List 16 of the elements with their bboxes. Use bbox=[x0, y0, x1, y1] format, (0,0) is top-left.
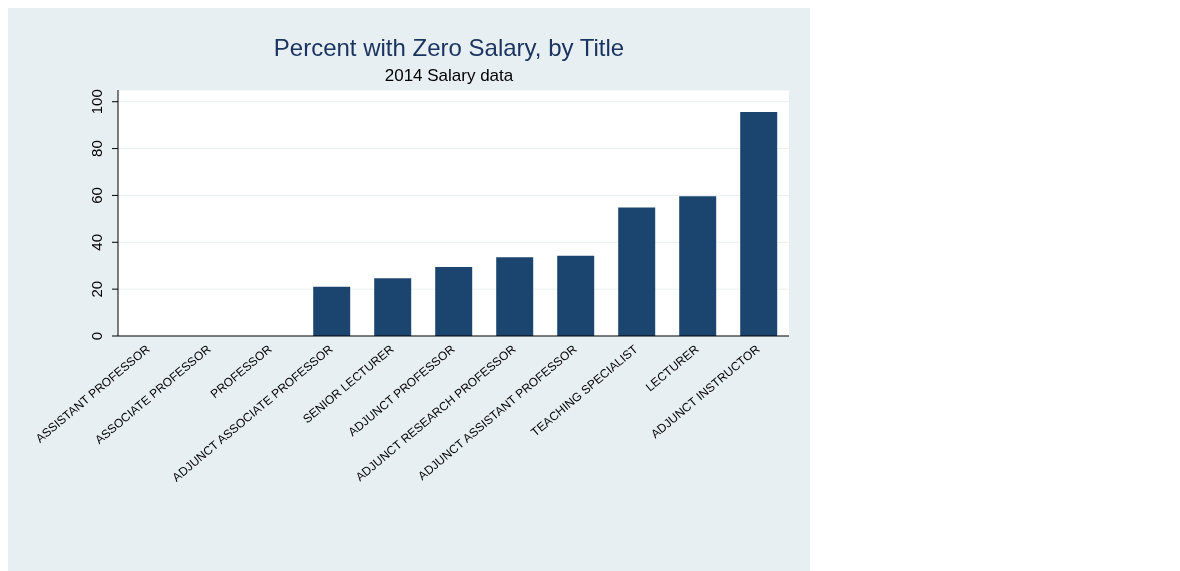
bar bbox=[618, 207, 656, 336]
chart-title: Percent with Zero Salary, by Title bbox=[272, 34, 626, 62]
y-tick-label: 100 bbox=[88, 89, 105, 115]
y-tick-label: 40 bbox=[88, 233, 105, 251]
bar bbox=[435, 267, 473, 336]
bar bbox=[374, 278, 412, 336]
y-tick-label: 60 bbox=[88, 187, 105, 204]
y-tick-label: 20 bbox=[88, 280, 105, 298]
bar bbox=[679, 196, 717, 336]
bar bbox=[557, 255, 595, 336]
bar bbox=[496, 257, 534, 336]
y-tick-label: 80 bbox=[88, 140, 105, 157]
y-tick-label: 0 bbox=[88, 331, 105, 341]
bar bbox=[740, 112, 778, 336]
bar bbox=[313, 286, 351, 336]
chart-subtitle: 2014 Salary data bbox=[383, 66, 515, 86]
